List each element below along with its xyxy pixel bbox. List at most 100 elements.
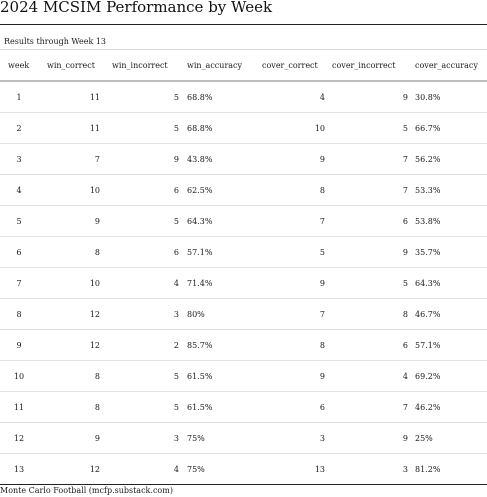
table-row: 4 10 6 62.5% 8 7 53.3% [0,174,487,206]
cell-win-correct: 11 [38,81,103,113]
cell-week: 8 [0,298,38,330]
cell-win-correct: 12 [38,298,103,330]
cell-win-correct: 9 [38,205,103,237]
cell-cover-correct: 5 [257,236,328,268]
table-row: 5 9 5 64.3% 7 6 53.8% [0,205,487,237]
cell-cover-accuracy: 35.7% [411,236,487,268]
cell-week: 11 [0,391,38,423]
cell-win-correct: 12 [38,453,103,485]
cell-win-correct: 8 [38,236,103,268]
cell-win-accuracy: 43.8% [182,143,257,175]
cell-win-incorrect: 4 [103,267,182,299]
cell-win-incorrect: 3 [103,422,182,454]
cell-cover-incorrect: 6 [328,205,411,237]
cell-cover-accuracy: 81.2% [411,453,487,485]
cell-cover-incorrect: 5 [328,112,411,144]
table-row: 3 7 9 43.8% 9 7 56.2% [0,143,487,175]
cell-cover-accuracy: 53.3% [411,174,487,206]
cell-cover-incorrect: 3 [328,453,411,485]
source-caption: Monte Carlo Football (mcfp.substack.com) [0,486,173,495]
cell-cover-incorrect: 5 [328,267,411,299]
table-row: 9 12 2 85.7% 8 6 57.1% [0,329,487,361]
cell-cover-accuracy: 56.2% [411,143,487,175]
cell-cover-correct: 9 [257,143,328,175]
cell-cover-incorrect: 9 [328,236,411,268]
cell-cover-incorrect: 7 [328,391,411,423]
cell-cover-correct: 6 [257,391,328,423]
cell-win-correct: 8 [38,360,103,392]
table-subtitle: Results through Week 13 [4,37,107,46]
cell-week: 4 [0,174,38,206]
table-row: 8 12 3 80% 7 8 46.7% [0,298,487,330]
cell-win-accuracy: 80% [182,298,257,330]
cell-win-accuracy: 71.4% [182,267,257,299]
cell-win-accuracy: 85.7% [182,329,257,361]
table-row: 10 8 5 61.5% 9 4 69.2% [0,360,487,392]
cell-cover-incorrect: 7 [328,143,411,175]
cell-win-incorrect: 6 [103,174,182,206]
cell-cover-correct: 3 [257,422,328,454]
cell-win-incorrect: 5 [103,205,182,237]
cell-win-incorrect: 9 [103,143,182,175]
cell-cover-correct: 7 [257,205,328,237]
cell-cover-accuracy: 46.2% [411,391,487,423]
table-row: 7 10 4 71.4% 9 5 64.3% [0,267,487,299]
cell-week: 3 [0,143,38,175]
column-header-cover-incorrect: cover_incorrect [328,50,411,82]
cell-week: 5 [0,205,38,237]
cell-win-incorrect: 5 [103,391,182,423]
cell-cover-correct: 10 [257,112,328,144]
table-row: 12 9 3 75% 3 9 25% [0,422,487,454]
cell-cover-incorrect: 8 [328,298,411,330]
cell-win-incorrect: 4 [103,453,182,485]
column-header-week: week [0,50,38,82]
cell-win-correct: 9 [38,422,103,454]
cell-win-accuracy: 61.5% [182,360,257,392]
title-divider [0,24,487,25]
subtitle-divider [0,49,487,50]
cell-week: 13 [0,453,38,485]
cell-cover-incorrect: 9 [328,81,411,113]
cell-week: 10 [0,360,38,392]
cell-week: 2 [0,112,38,144]
cell-cover-accuracy: 66.7% [411,112,487,144]
cell-win-incorrect: 2 [103,329,182,361]
cell-cover-accuracy: 57.1% [411,329,487,361]
column-header-win-accuracy: win_accuracy [182,50,257,82]
table-body: 1 11 5 68.8% 4 9 30.8% 2 11 5 68.8% 10 5 66.7% 3 7 9 43.8… [0,81,487,485]
header-row: week win_correct win_incorrect win_accur… [0,50,487,82]
cell-cover-correct: 8 [257,329,328,361]
cell-win-incorrect: 3 [103,298,182,330]
cell-win-correct: 8 [38,391,103,423]
cell-cover-accuracy: 25% [411,422,487,454]
cell-win-accuracy: 75% [182,453,257,485]
column-header-cover-correct: cover_correct [257,50,328,82]
cell-cover-incorrect: 6 [328,329,411,361]
column-header-cover-accuracy: cover_accuracy [411,50,487,82]
cell-cover-correct: 9 [257,267,328,299]
table-row: 13 12 4 75% 13 3 81.2% [0,453,487,485]
cell-cover-correct: 9 [257,360,328,392]
cell-cover-correct: 13 [257,453,328,485]
cell-win-correct: 11 [38,112,103,144]
cell-win-accuracy: 62.5% [182,174,257,206]
cell-win-accuracy: 64.3% [182,205,257,237]
cell-cover-accuracy: 64.3% [411,267,487,299]
cell-win-incorrect: 6 [103,236,182,268]
cell-win-incorrect: 5 [103,360,182,392]
cell-week: 7 [0,267,38,299]
cell-cover-accuracy: 53.8% [411,205,487,237]
cell-week: 1 [0,81,38,113]
cell-win-correct: 7 [38,143,103,175]
cell-cover-correct: 7 [257,298,328,330]
cell-cover-accuracy: 46.7% [411,298,487,330]
cell-week: 6 [0,236,38,268]
cell-cover-correct: 4 [257,81,328,113]
cell-cover-correct: 8 [257,174,328,206]
table-title: 2024 MCSIM Performance by Week [0,0,273,16]
cell-win-accuracy: 68.8% [182,112,257,144]
cell-win-accuracy: 68.8% [182,81,257,113]
cell-cover-incorrect: 9 [328,422,411,454]
table-row: 2 11 5 68.8% 10 5 66.7% [0,112,487,144]
cell-win-correct: 12 [38,329,103,361]
